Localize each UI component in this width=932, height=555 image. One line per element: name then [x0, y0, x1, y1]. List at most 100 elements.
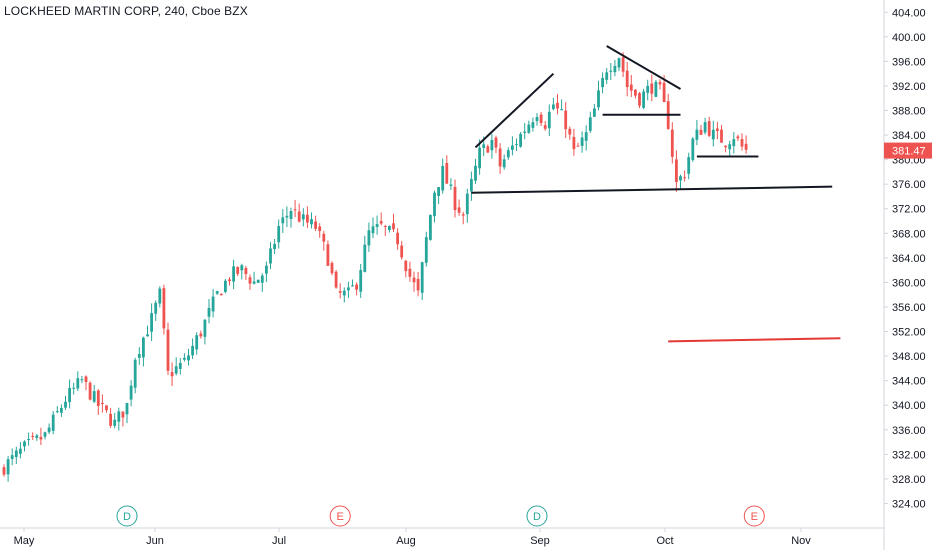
candle-body: [408, 268, 412, 277]
candle-body: [215, 291, 219, 294]
candle: [133, 357, 137, 394]
candle-body: [424, 237, 428, 263]
candle-body: [310, 219, 313, 225]
candle-body: [593, 108, 596, 117]
candle: [96, 389, 100, 415]
candle-body: [732, 139, 736, 147]
candle: [285, 206, 289, 228]
candle: [732, 132, 736, 154]
candle-body: [683, 177, 686, 179]
candle: [474, 158, 477, 184]
candle-body: [351, 285, 354, 287]
candle-body: [330, 262, 334, 274]
y-tick-label: 348.00: [892, 351, 926, 363]
candle: [441, 158, 445, 194]
candle-body: [605, 72, 609, 80]
candle: [105, 405, 108, 413]
candle: [318, 223, 322, 238]
candle-body: [716, 128, 719, 131]
candle: [424, 231, 428, 267]
candle: [334, 270, 338, 289]
candle-body: [35, 435, 39, 438]
candle-body: [740, 139, 744, 147]
y-tick-label: 324.00: [892, 498, 926, 510]
y-tick-label: 368.00: [892, 228, 926, 240]
candle-body: [154, 302, 158, 314]
candle-body: [494, 137, 498, 148]
earnings-marker[interactable]: E: [743, 505, 765, 527]
candle-body: [498, 148, 502, 167]
candle-body: [687, 157, 691, 174]
candle: [19, 441, 22, 459]
candle-body: [638, 93, 641, 106]
candle-body: [642, 91, 645, 108]
candle: [687, 152, 691, 180]
candle: [166, 322, 170, 375]
candle-body: [252, 281, 256, 284]
candle-body: [285, 215, 289, 218]
candle: [601, 72, 604, 94]
candle-body: [539, 114, 543, 124]
candle-body: [535, 117, 539, 122]
candle: [117, 407, 121, 431]
y-tick-label: 404.00: [892, 7, 926, 19]
candle-body: [634, 89, 637, 96]
candle: [531, 117, 535, 132]
candle-body: [338, 291, 342, 293]
candle-body: [609, 70, 613, 72]
candle: [670, 122, 674, 164]
candle-body: [429, 214, 432, 240]
candle: [322, 230, 326, 251]
candles-layer: [2, 52, 748, 482]
candle: [515, 138, 518, 152]
candle: [55, 406, 59, 414]
candle-body: [248, 277, 252, 284]
candle-body: [27, 438, 30, 441]
candle: [691, 136, 695, 162]
candle-body: [728, 144, 732, 150]
trendline: [606, 45, 682, 90]
candle: [744, 135, 748, 154]
candle: [429, 214, 432, 241]
candle: [527, 120, 531, 134]
candle-body: [55, 411, 59, 413]
x-tick-label: Jul: [272, 535, 286, 547]
candle-body: [363, 244, 367, 272]
candle: [244, 265, 248, 281]
dividend-marker[interactable]: D: [116, 505, 138, 527]
candle: [588, 111, 592, 133]
earnings-marker[interactable]: E: [329, 505, 351, 527]
candle: [400, 240, 404, 260]
y-axis: 324.00 328.00 332.00 336.00 340.00 344.00 348.…: [883, 0, 932, 550]
candle: [535, 113, 539, 126]
candle-body: [183, 357, 186, 360]
marker-label: D: [123, 511, 131, 523]
candle-body: [19, 448, 22, 454]
x-tick-label: Jun: [146, 535, 164, 547]
candle: [351, 279, 354, 287]
candle: [277, 219, 281, 249]
candle: [724, 145, 727, 153]
x-tick-label: Oct: [656, 535, 673, 547]
dividend-marker[interactable]: D: [526, 505, 548, 527]
candle: [543, 120, 547, 131]
candle-body: [2, 467, 6, 475]
candle: [137, 347, 141, 365]
candle: [39, 427, 43, 445]
candle: [498, 143, 502, 174]
candle-body: [211, 296, 215, 312]
candle-body: [92, 391, 96, 402]
candle-body: [453, 186, 457, 211]
candle: [183, 353, 186, 362]
candle-body: [654, 81, 658, 97]
candle: [699, 124, 703, 135]
candle-body: [601, 77, 604, 88]
candle: [43, 431, 47, 440]
chart-title: LOCKHEED MARTIN CORP, 240, Cboe BZX: [4, 4, 248, 18]
candle: [51, 411, 55, 435]
candle: [412, 271, 416, 292]
candle: [289, 207, 293, 228]
candle-body: [113, 419, 117, 426]
candle-body: [318, 226, 322, 232]
candle: [703, 117, 707, 135]
